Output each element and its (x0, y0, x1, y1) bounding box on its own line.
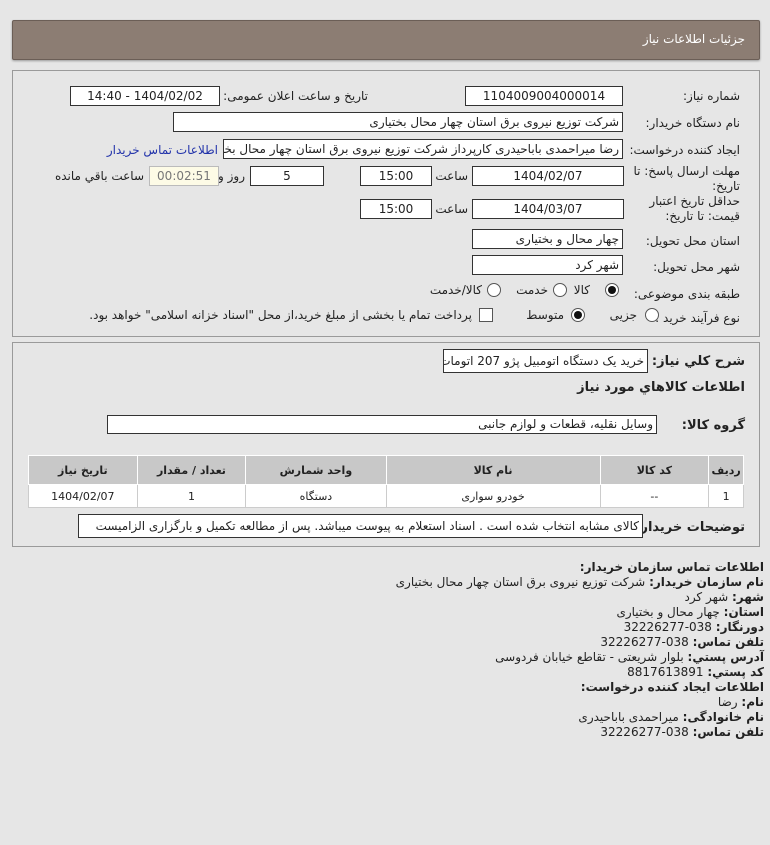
summary-field: خرید یک دستگاه اتومبیل پژو 207 اتومات (443, 349, 648, 373)
process-option-medium: متوسط (526, 308, 564, 322)
cell-unit: دستگاه (245, 484, 387, 508)
deadline-date-field[interactable]: 1404/02/07 (472, 166, 624, 186)
deadline-label: مهلت ارسال پاسخ: تا تاریخ: (633, 164, 740, 193)
postal-value: 8817613891 (627, 665, 704, 679)
group-field: وسایل نقلیه، قطعات و لوازم جانبی (107, 415, 657, 434)
col-name: نام کالا (385, 455, 601, 485)
validity-time-field[interactable]: 15:00 (360, 199, 432, 219)
col-date: تاریخ نیاز (28, 455, 138, 485)
cell-row: 1 (708, 484, 744, 508)
col-qty: تعداد / مقدار (136, 455, 247, 485)
fax-value: 038-32226277 (623, 620, 712, 634)
name-value: رضا (717, 695, 738, 709)
col-code: کد کالا (599, 455, 710, 485)
contact-title: اطلاعات تماس سازمان خریدار: (579, 560, 764, 574)
treasury-payment-label: پرداخت تمام یا بخشی از مبلغ خرید،از محل … (89, 308, 472, 322)
deadline-time-label: ساعت (435, 169, 468, 183)
creator-label: ایجاد کننده درخواست: (629, 143, 740, 157)
notes-label: توضیحات خریدار: (635, 520, 745, 535)
postal-label: کد پستي: (707, 665, 764, 679)
group-label: گروه کالا: (681, 418, 745, 433)
days-label: روز و (218, 169, 245, 183)
province-label: استان: (723, 605, 764, 619)
announce-field[interactable]: 1404/02/02 - 14:40 (70, 86, 220, 106)
days-field: 5 (250, 166, 324, 186)
col-unit: واحد شمارش (245, 455, 387, 485)
creator-field[interactable]: رضا میراحمدی باباحیدری کارپرداز شرکت توز… (223, 139, 623, 159)
city-label: شهر محل تحویل: (653, 260, 740, 274)
province-field[interactable]: چهار محال و بختیاری (472, 229, 623, 249)
need-number-field[interactable]: 1104009004000014 (465, 86, 623, 106)
need-number-label: شماره نیاز: (683, 89, 740, 103)
goods-section-title: اطلاعات كالاهاي مورد نياز (577, 380, 745, 395)
creator-phone-value: 038-32226277 (600, 725, 689, 739)
province-value: چهار محال و بختیاری (616, 605, 720, 619)
family-label: نام خانوادگی: (682, 710, 764, 724)
table-row: 1 -- خودرو سواری دستگاه 1 1404/02/07 (28, 484, 744, 508)
process-label: نوع فرآیند خرید : (655, 311, 740, 325)
category-radio-goods-service[interactable] (487, 283, 501, 297)
remaining-time: 00:02:51 (149, 166, 219, 186)
announce-label: تاریخ و ساعت اعلان عمومی: (223, 89, 368, 103)
city-field[interactable]: شهر کرد (472, 255, 623, 275)
treasury-payment-checkbox[interactable] (479, 308, 493, 322)
page-header: جزئیات اطلاعات نیاز (12, 20, 760, 60)
process-radio-minor[interactable] (645, 308, 659, 322)
col-row: ردیف (708, 455, 744, 485)
process-radio-medium[interactable] (571, 308, 585, 322)
notes-field: کالای مشابه انتخاب شده است . اسناد استعل… (78, 514, 643, 538)
process-option-minor: جزیی (609, 308, 637, 322)
city-label: شهر: (732, 590, 764, 604)
creator-title: اطلاعات ایجاد کننده درخواست: (580, 680, 764, 694)
cell-qty: 1 (136, 484, 247, 508)
goods-table-header: ردیف کد کالا نام کالا واحد شمارش تعداد /… (28, 455, 744, 485)
org-label: نام سازمان خریدار: (649, 575, 764, 589)
cell-code: -- (599, 484, 710, 508)
validity-time-label: ساعت (435, 202, 468, 216)
summary-label: شرح كلي نياز: (651, 354, 745, 369)
remaining-label: ساعت باقي مانده (54, 169, 144, 183)
address-label: آدرس پستي: (687, 650, 764, 664)
buyer-org-field[interactable]: شرکت توزیع نیروی برق استان چهار محال بخت… (173, 112, 623, 132)
contact-info: اطلاعات تماس سازمان خریدار: نام سازمان خ… (396, 560, 764, 740)
address-value: بلوار شریعتی - تقاطع خیابان فردوسی (495, 650, 684, 664)
cell-date: 1404/02/07 (28, 484, 138, 508)
phone-label: تلفن تماس: (692, 635, 764, 649)
goods-table: ردیف کد کالا نام کالا واحد شمارش تعداد /… (28, 455, 744, 508)
category-option-service: خدمت (516, 283, 548, 297)
buyer-org-label: نام دستگاه خریدار: (645, 116, 741, 130)
category-option-goods-service: کالا/خدمت (429, 283, 482, 297)
category-radio-goods[interactable] (605, 283, 619, 297)
category-radio-service[interactable] (553, 283, 567, 297)
creator-phone-label: تلفن تماس: (692, 725, 764, 739)
city-value: شهر کرد (684, 590, 729, 604)
page-title: جزئیات اطلاعات نیاز (642, 32, 745, 46)
buyer-contact-link[interactable]: اطلاعات تماس خریدار (106, 143, 218, 157)
province-label: استان محل تحویل: (645, 234, 740, 248)
validity-date-field[interactable]: 1404/03/07 (472, 199, 624, 219)
validity-label: حداقل تاریخ اعتبار قیمت: تا تاریخ: (649, 194, 740, 223)
phone-value: 038-32226277 (600, 635, 689, 649)
category-option-goods: کالا (573, 283, 590, 297)
name-label: نام: (741, 695, 764, 709)
family-value: میراحمدی باباحیدری (578, 710, 679, 724)
cell-name: خودرو سواری (385, 484, 601, 508)
goods-panel (12, 342, 760, 547)
org-value: شرکت توزیع نیروی برق استان چهار محال بخت… (395, 575, 646, 589)
deadline-time-field[interactable]: 15:00 (360, 166, 432, 186)
category-label: طبقه بندی موضوعی: (633, 287, 740, 301)
fax-label: دورنگار: (715, 620, 764, 634)
